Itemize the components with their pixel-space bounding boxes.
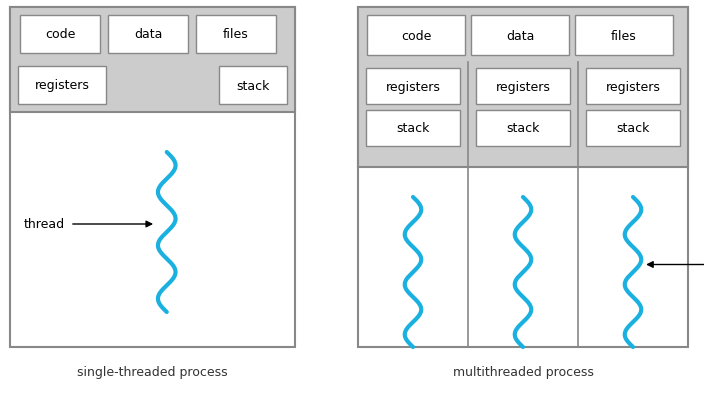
Bar [196,16,276,54]
Text: stack: stack [396,122,429,135]
Text: registers: registers [496,80,551,93]
Bar [219,67,287,105]
Text: files: files [611,30,637,43]
Text: stack: stack [616,122,650,135]
Bar [10,8,295,113]
Bar [358,8,688,168]
Bar [586,69,680,105]
Text: data: data [134,28,162,41]
Bar [20,16,100,54]
Text: multithreaded process: multithreaded process [453,365,593,378]
Bar [366,111,460,147]
Text: code: code [401,30,431,43]
Text: stack: stack [506,122,540,135]
Bar [358,8,688,347]
Bar [575,16,673,56]
Text: registers: registers [34,79,89,92]
Bar [476,69,570,105]
Bar [476,111,570,147]
Bar [366,69,460,105]
Text: registers: registers [386,80,441,93]
Text: data: data [505,30,534,43]
Text: stack: stack [237,79,270,92]
Bar [10,8,295,347]
Bar [367,16,465,56]
Bar [108,16,188,54]
Text: code: code [45,28,75,41]
Text: files: files [223,28,249,41]
Text: single-threaded process: single-threaded process [77,365,228,378]
Bar [471,16,569,56]
Bar [586,111,680,147]
Bar [18,67,106,105]
Text: thread: thread [24,218,65,231]
Text: registers: registers [605,80,660,93]
